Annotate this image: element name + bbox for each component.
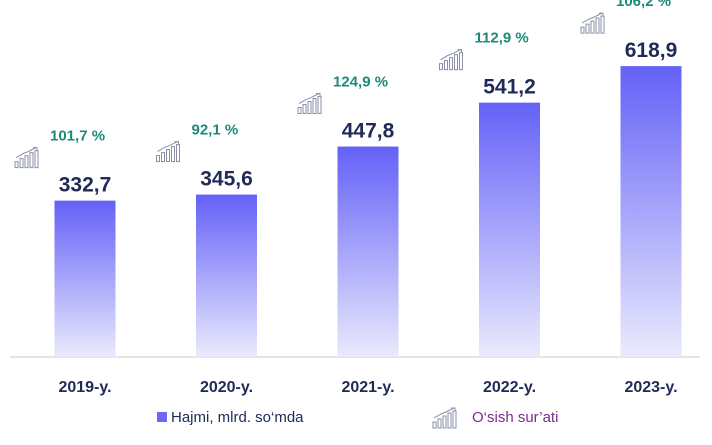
x-tick-label: 2023-y.: [624, 379, 677, 396]
value-label: 618,9: [625, 39, 678, 62]
growth-chart-icon: [432, 407, 457, 429]
growth-rate-label: 112,9 %: [475, 30, 529, 47]
growth-rate-label: 92,1 %: [192, 122, 239, 139]
x-tick-label: 2020-y.: [200, 379, 253, 396]
x-tick-label: 2021-y.: [341, 379, 394, 396]
value-label: 447,8: [342, 120, 395, 143]
bar-2023-y.: [620, 66, 682, 357]
legend-label-growth: O‘sish sur’ati: [472, 409, 558, 426]
bar-2022-y.: [479, 102, 540, 357]
growth-chart-icon: [580, 12, 605, 34]
growth-rate-label: 106,2 %: [616, 0, 671, 10]
growth-chart-icon: [156, 141, 180, 163]
growth-chart-icon: [14, 147, 39, 169]
legend-swatch-volume: [157, 412, 167, 422]
legend: Hajmi, mlrd. so‘mda O‘sish sur’ati: [157, 407, 558, 429]
value-label: 345,6: [200, 168, 253, 191]
growth-chart-icon: [439, 49, 463, 71]
value-label: 332,7: [59, 174, 112, 197]
growth-rate-label: 124,9 %: [333, 74, 388, 91]
x-tick-label: 2022-y.: [483, 379, 536, 396]
bar-2020-y.: [196, 194, 257, 357]
x-tick-label: 2019-y.: [58, 379, 111, 396]
bar-2021-y.: [337, 146, 399, 357]
legend-label-volume: Hajmi, mlrd. so‘mda: [171, 409, 304, 426]
growth-rate-label: 101,7 %: [50, 128, 105, 145]
value-label: 541,2: [483, 76, 536, 99]
growth-chart-icon: [297, 93, 322, 115]
bar-2019-y.: [54, 200, 116, 357]
